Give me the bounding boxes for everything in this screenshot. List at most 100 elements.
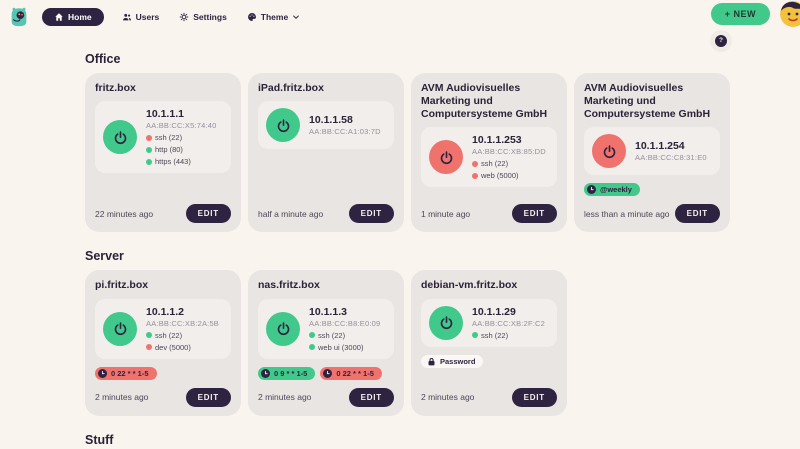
- nav-item-users[interactable]: Users: [120, 8, 162, 26]
- network-info: 10.1.1.254 AA:BB:CC:C8:31:E0: [635, 140, 707, 162]
- gear-icon: [179, 12, 189, 22]
- port-tag: https (443): [146, 157, 191, 166]
- device-name: AVM Audiovisuelles Marketing und Compute…: [584, 82, 711, 121]
- device-mac: AA:BB:CC:X5:74:40: [146, 121, 217, 131]
- power-button[interactable]: [592, 134, 626, 169]
- badge-list: 0 9 * * 1-5 0 22 * * 1-5: [258, 366, 394, 380]
- port-status-dot: [146, 344, 152, 350]
- network-info: 10.1.1.58 AA:BB:CC:A1:03:7D: [309, 114, 381, 136]
- device-info-box: 10.1.1.254 AA:BB:CC:C8:31:E0: [584, 127, 720, 176]
- power-button[interactable]: [266, 311, 300, 346]
- port-list: ssh (22) web (5000): [472, 159, 549, 180]
- port-list: ssh (22) http (80) https (443): [146, 133, 223, 166]
- card-footer: 1 minute ago EDIT: [421, 196, 557, 224]
- device-name: debian-vm.fritz.box: [421, 279, 518, 292]
- clock-icon: [98, 368, 107, 378]
- nav-item-label: Theme: [260, 11, 289, 22]
- nav-item-label: Users: [135, 11, 160, 22]
- edit-button[interactable]: EDIT: [511, 204, 557, 224]
- device-mac: AA:BB:CC:A1:03:7D: [309, 127, 381, 137]
- port-list: ssh (22): [472, 331, 545, 340]
- device-card: AVM Audiovisuelles Marketing und Compute…: [411, 73, 567, 233]
- power-button[interactable]: [266, 108, 300, 143]
- device-ip: 10.1.1.253: [472, 134, 522, 147]
- last-seen: 22 minutes ago: [95, 208, 154, 219]
- device-info-box: 10.1.1.58 AA:BB:CC:A1:03:7D: [258, 101, 394, 150]
- port-status-dot: [472, 160, 478, 167]
- device-section: Office fritz.box 10.1.1.1 AA:BB:CC:X5:74…: [85, 52, 800, 233]
- power-button[interactable]: [429, 305, 463, 340]
- port-tag: ssh (22): [472, 331, 508, 340]
- chevron-down-icon: [292, 13, 300, 21]
- device-info-box: 10.1.1.253 AA:BB:CC:XB:85:DD ssh (22) we…: [421, 127, 557, 188]
- edit-button[interactable]: EDIT: [674, 204, 720, 224]
- last-seen: half a minute ago: [258, 208, 324, 219]
- last-seen: 2 minutes ago: [421, 392, 475, 402]
- device-ip: 10.1.1.3: [309, 305, 347, 318]
- home-icon: [54, 12, 64, 22]
- device-section: Server pi.fritz.box 10.1.1.2 AA:BB:CC:XB…: [85, 249, 800, 416]
- schedule-badge: @weekly: [584, 183, 640, 197]
- edit-button[interactable]: EDIT: [185, 204, 231, 224]
- device-ip: 10.1.1.2: [146, 305, 184, 318]
- card-footer: 2 minutes ago EDIT: [95, 380, 231, 407]
- users-icon: [122, 12, 132, 22]
- badge-list: Password: [421, 354, 557, 368]
- nav-menu: Home Users Settings Theme: [42, 7, 302, 26]
- app-logo: [8, 6, 30, 28]
- edit-button[interactable]: EDIT: [348, 387, 394, 407]
- port-status-dot: [472, 332, 478, 338]
- device-name: iPad.fritz.box: [258, 82, 324, 94]
- power-button[interactable]: [429, 140, 463, 175]
- device-mac: AA:BB:CC:XB:2F:C2: [472, 318, 546, 328]
- port-tag: ssh (22): [146, 331, 182, 340]
- device-mac: AA:BB:CC:B8:E0:09: [309, 318, 381, 328]
- clock-icon: [587, 185, 596, 195]
- device-name: nas.fritz.box: [258, 279, 320, 292]
- card-footer: half a minute ago EDIT: [258, 196, 394, 224]
- edit-button[interactable]: EDIT: [511, 387, 557, 407]
- nav-item-home[interactable]: Home: [42, 7, 104, 26]
- last-seen: 2 minutes ago: [258, 392, 312, 402]
- device-name: AVM Audiovisuelles Marketing und Compute…: [421, 82, 548, 121]
- last-seen: 1 minute ago: [421, 208, 471, 219]
- help-button[interactable]: ?: [710, 30, 732, 52]
- network-info: 10.1.1.253 AA:BB:CC:XB:85:DD ssh (22) we…: [472, 134, 549, 180]
- device-info-box: 10.1.1.3 AA:BB:CC:B8:E0:09 ssh (22) web …: [258, 298, 394, 359]
- device-info-box: 10.1.1.29 AA:BB:CC:XB:2F:C2 ssh (22): [421, 298, 557, 347]
- last-seen: 2 minutes ago: [95, 392, 149, 402]
- device-card: fritz.box 10.1.1.1 AA:BB:CC:X5:74:40 ssh…: [85, 73, 241, 233]
- nav-item-settings[interactable]: Settings: [177, 8, 229, 26]
- new-device-button[interactable]: + NEW: [710, 3, 770, 25]
- edit-button[interactable]: EDIT: [185, 387, 231, 407]
- card-footer: less than a minute ago EDIT: [584, 196, 720, 224]
- network-info: 10.1.1.2 AA:BB:CC:XB:2A:5B ssh (22) dev …: [146, 306, 223, 352]
- device-card: iPad.fritz.box 10.1.1.58 AA:BB:CC:A1:03:…: [248, 73, 404, 233]
- device-section: Stuff shellyplug-s-DDEC62.fritz.box 10.1…: [85, 433, 800, 449]
- badge-list: @weekly: [584, 183, 720, 197]
- card-footer: 2 minutes ago EDIT: [421, 380, 557, 407]
- device-ip: 10.1.1.29: [472, 305, 516, 318]
- card-row: pi.fritz.box 10.1.1.2 AA:BB:CC:XB:2A:5B …: [85, 270, 800, 416]
- port-status-dot: [146, 146, 152, 153]
- port-tag: ssh (22): [472, 159, 508, 168]
- nav-item-theme[interactable]: Theme: [245, 8, 302, 26]
- lock-icon: [427, 357, 436, 366]
- user-avatar[interactable]: [780, 1, 800, 27]
- device-groups: Office fritz.box 10.1.1.1 AA:BB:CC:X5:74…: [0, 28, 800, 449]
- power-button[interactable]: [103, 120, 137, 155]
- device-card: nas.fritz.box 10.1.1.3 AA:BB:CC:B8:E0:09…: [248, 270, 404, 416]
- top-navigation: Home Users Settings Theme + NEW: [0, 0, 800, 28]
- port-tag: http (80): [146, 145, 183, 154]
- network-info: 10.1.1.3 AA:BB:CC:B8:E0:09 ssh (22) web …: [309, 306, 386, 352]
- port-status-dot: [146, 158, 152, 165]
- device-card: AVM Audiovisuelles Marketing und Compute…: [574, 73, 730, 233]
- port-status-dot: [472, 172, 478, 179]
- nav-item-label: Settings: [193, 11, 227, 22]
- device-card: pi.fritz.box 10.1.1.2 AA:BB:CC:XB:2A:5B …: [85, 270, 241, 416]
- clock-icon: [261, 368, 270, 378]
- edit-button[interactable]: EDIT: [348, 204, 394, 224]
- device-ip: 10.1.1.254: [635, 140, 685, 153]
- power-button[interactable]: [103, 311, 137, 346]
- device-mac: AA:BB:CC:XB:2A:5B: [146, 318, 220, 328]
